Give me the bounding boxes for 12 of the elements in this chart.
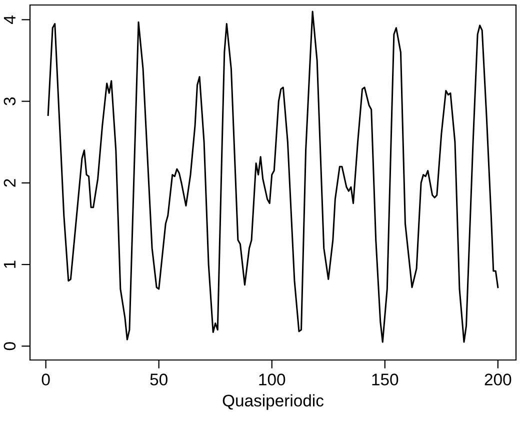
y-tick-label: 3 — [4, 97, 16, 106]
x-tick-label: 200 — [484, 374, 512, 386]
y-tick-label: 1 — [4, 260, 16, 268]
x-tick-label: 50 — [150, 374, 168, 386]
y-tick-label: 2 — [4, 179, 16, 187]
x-axis-title: Quasiperiodic — [222, 394, 324, 410]
y-tick-label: 4 — [4, 16, 16, 24]
line-series — [47, 10, 499, 343]
x-tick-label: 0 — [42, 374, 50, 386]
x-tick-label: 100 — [259, 374, 286, 386]
y-tick-label: 0 — [4, 342, 16, 350]
x-tick-label: 150 — [372, 374, 398, 386]
